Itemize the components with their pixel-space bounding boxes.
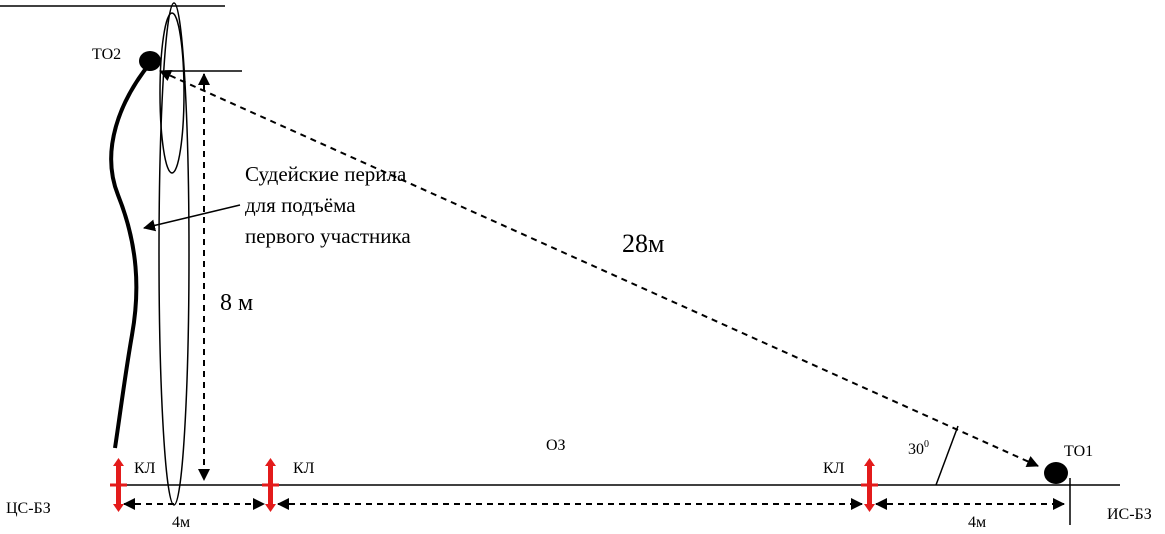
length-28m-label: 28м: [622, 229, 664, 258]
kl-label-3: КЛ: [823, 460, 845, 477]
angle-label: 300: [908, 439, 929, 458]
angle-degree: 0: [924, 439, 929, 450]
rail-note-line1: Судейские перила: [245, 162, 407, 186]
judge-rope: [109, 60, 153, 449]
is-bz-label: ИС-БЗ: [1107, 506, 1152, 523]
cs-bz-label: ЦС-БЗ: [6, 500, 51, 517]
hypotenuse-dimension: [159, 70, 1039, 467]
kl-label-2: КЛ: [293, 460, 315, 477]
tree-ellipse-top: [159, 12, 185, 174]
kl-marker-2: [262, 458, 279, 512]
kl-marker-1: [110, 458, 127, 512]
angle-value: 30: [908, 441, 924, 458]
note-arrow: [143, 204, 241, 232]
to1-label: ТО1: [1064, 443, 1093, 460]
rail-note-line3: первого участника: [245, 224, 411, 248]
to2-label: ТО2: [92, 46, 121, 63]
distance-right-label: 4м: [968, 514, 986, 531]
kl-marker-3: [861, 458, 878, 512]
oz-label: ОЗ: [546, 437, 566, 454]
kl-label-1: КЛ: [134, 460, 156, 477]
distance-left-label: 4м: [172, 514, 190, 531]
to2-point: [139, 51, 161, 71]
to1-point: [1044, 462, 1068, 484]
angle-arc-line: [935, 425, 959, 486]
rail-note-line2: для подъёма: [245, 193, 356, 217]
height-8m-label: 8 м: [220, 290, 253, 316]
